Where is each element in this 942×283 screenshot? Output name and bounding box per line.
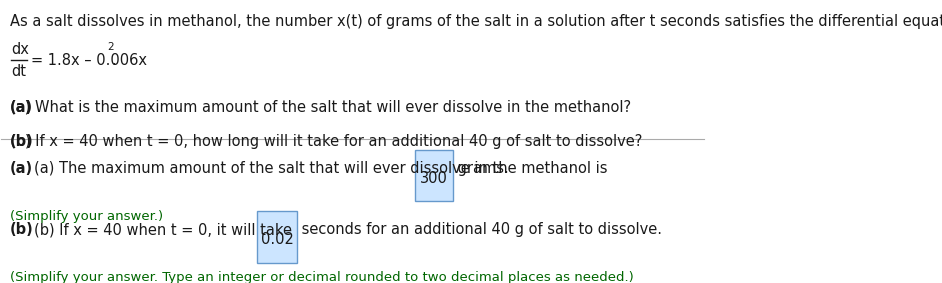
Text: As a salt dissolves in methanol, the number x(t) of grams of the salt in a solut: As a salt dissolves in methanol, the num… <box>9 14 942 29</box>
Text: (a) What is the maximum amount of the salt that will ever dissolve in the methan: (a) What is the maximum amount of the sa… <box>9 100 631 115</box>
Text: (b): (b) <box>9 134 34 149</box>
FancyBboxPatch shape <box>415 150 453 201</box>
Text: 0.02: 0.02 <box>261 232 293 247</box>
Text: (a): (a) <box>9 100 33 115</box>
Text: (Simplify your answer.): (Simplify your answer.) <box>9 210 163 223</box>
Text: seconds for an additional 40 g of salt to dissolve.: seconds for an additional 40 g of salt t… <box>298 222 662 237</box>
Text: .: . <box>111 53 116 68</box>
Text: (Simplify your answer. Type an integer or decimal rounded to two decimal places : (Simplify your answer. Type an integer o… <box>9 271 634 283</box>
Text: 2: 2 <box>106 42 113 52</box>
Text: dx: dx <box>11 42 29 57</box>
Text: (b) If x = 40 when t = 0, it will take: (b) If x = 40 when t = 0, it will take <box>34 222 297 237</box>
Text: (b) If x = 40 when t = 0, how long will it take for an additional 40 g of salt t: (b) If x = 40 when t = 0, how long will … <box>9 134 642 149</box>
Text: = 1.8x – 0.006x: = 1.8x – 0.006x <box>31 53 147 68</box>
Text: (a) The maximum amount of the salt that will ever dissolve in the methanol is: (a) The maximum amount of the salt that … <box>34 161 612 176</box>
Text: (b): (b) <box>9 222 34 237</box>
Text: 300: 300 <box>420 171 448 186</box>
Text: grams.: grams. <box>453 161 509 176</box>
FancyBboxPatch shape <box>256 211 298 263</box>
Text: dt: dt <box>11 64 26 79</box>
Text: (a): (a) <box>9 161 33 176</box>
